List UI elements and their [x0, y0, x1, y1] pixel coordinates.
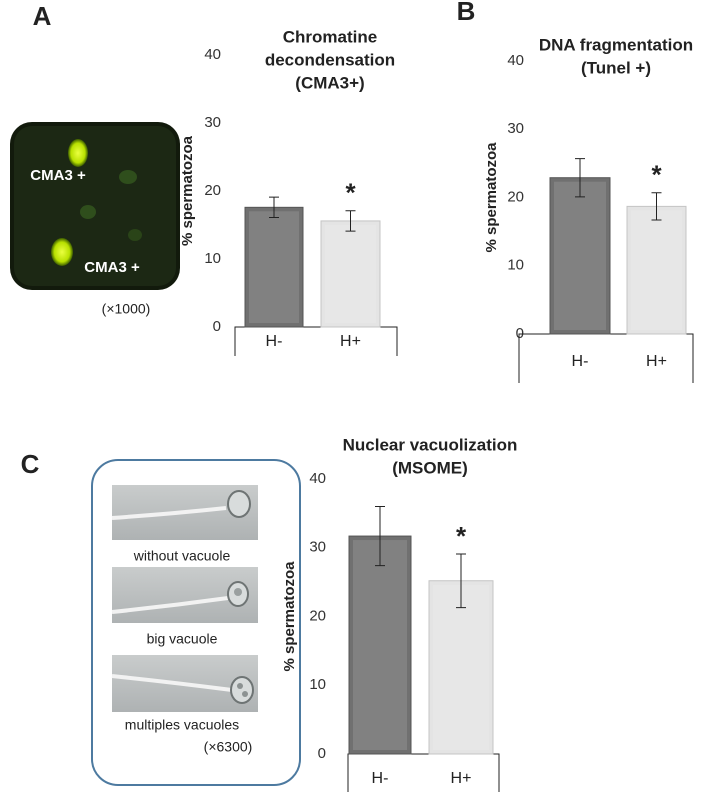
- error-bar: [345, 210, 356, 232]
- y-tick-label: 20: [204, 182, 221, 199]
- image-label: CMA3 +: [84, 259, 140, 276]
- error-bar: [269, 196, 279, 219]
- bar-highlight: [353, 540, 407, 750]
- image-caption: multiples vacuoles: [125, 717, 239, 733]
- microscopy-image: [111, 485, 258, 540]
- y-tick-label: 30: [309, 539, 326, 556]
- chart-title: Chromatine: [283, 27, 377, 46]
- x-tick-label: H+: [340, 333, 361, 350]
- y-tick-label: 0: [318, 745, 326, 762]
- image-caption: big vacuole: [147, 631, 218, 647]
- x-tick-label: H-: [372, 770, 389, 787]
- x-axis-box: [347, 753, 500, 792]
- image-label: CMA3 +: [30, 167, 86, 184]
- significance-marker: *: [651, 160, 662, 190]
- bar: [626, 205, 687, 335]
- panel-letter: B: [457, 0, 476, 26]
- chart-title: (CMA3+): [295, 73, 364, 92]
- image-caption: without vacuole: [133, 548, 231, 564]
- microscopy-image: [111, 567, 258, 623]
- y-tick-label: 20: [309, 607, 326, 624]
- chart-title: (MSOME): [392, 458, 468, 477]
- error-bar: [375, 506, 385, 567]
- bar-highlight: [325, 224, 376, 323]
- y-tick-label: 0: [516, 325, 524, 342]
- y-tick-label: 40: [309, 470, 326, 487]
- magnification: (×6300): [204, 739, 253, 755]
- y-tick-label: 10: [507, 257, 524, 274]
- y-axis-label: % spermatozoa: [483, 142, 500, 253]
- bar-highlight: [249, 211, 299, 323]
- y-tick-label: 30: [507, 120, 524, 137]
- panel-letter: C: [21, 449, 40, 479]
- x-tick-label: H-: [266, 333, 283, 350]
- x-tick-label: H-: [572, 353, 589, 370]
- chart-title: Nuclear vacuolization: [343, 435, 518, 454]
- y-axis-label: % spermatozoa: [179, 135, 196, 246]
- error-bar: [575, 158, 585, 198]
- significance-marker: *: [345, 178, 356, 208]
- magnification: (×1000): [102, 301, 151, 317]
- y-tick-label: 30: [204, 114, 221, 131]
- bar: [549, 177, 611, 335]
- bar-highlight: [631, 210, 682, 330]
- chart-title: (Tunel +): [581, 58, 651, 77]
- x-tick-label: H+: [451, 770, 472, 787]
- x-tick-label: H+: [646, 353, 667, 370]
- error-bar: [651, 192, 662, 221]
- y-axis-label: % spermatozoa: [281, 561, 298, 672]
- microscopy-image: [111, 655, 258, 712]
- fluorescence-image: [10, 122, 180, 290]
- significance-marker: *: [456, 521, 467, 551]
- error-bar: [456, 553, 466, 609]
- chart-title: decondensation: [265, 50, 395, 69]
- bar: [320, 220, 381, 328]
- y-tick-label: 10: [204, 250, 221, 267]
- bar-highlight: [433, 584, 489, 750]
- y-tick-label: 0: [213, 318, 221, 335]
- image-frame: [91, 459, 301, 786]
- bar: [428, 580, 494, 755]
- y-tick-label: 20: [507, 188, 524, 205]
- panel-letter: A: [33, 1, 52, 31]
- y-tick-label: 10: [309, 676, 326, 693]
- x-axis-box: [234, 326, 398, 356]
- chart-title: DNA fragmentation: [539, 35, 693, 54]
- y-tick-label: 40: [507, 52, 524, 69]
- bar-highlight: [554, 181, 606, 330]
- y-tick-label: 40: [204, 46, 221, 63]
